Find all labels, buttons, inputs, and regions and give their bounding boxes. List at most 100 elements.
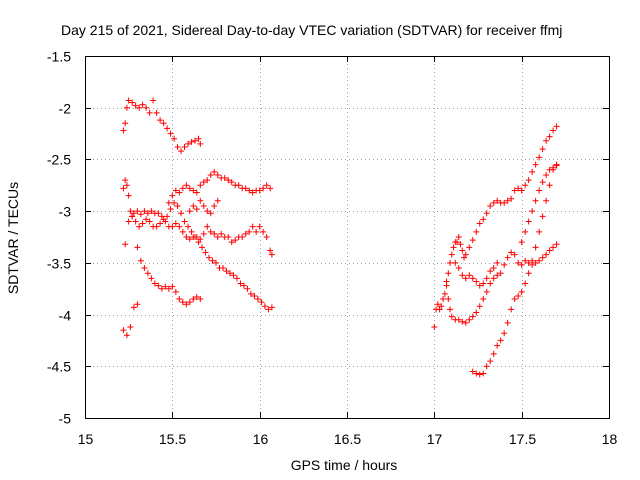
data-point — [445, 296, 452, 303]
data-point — [487, 202, 494, 209]
x-tick-label: 17 — [427, 431, 443, 447]
data-point — [480, 280, 487, 287]
data-point — [473, 370, 480, 377]
data-point — [139, 220, 146, 227]
data-point — [480, 296, 487, 303]
data-point — [258, 299, 265, 306]
data-point — [455, 234, 462, 240]
data-point — [183, 182, 190, 189]
y-tick-label: -4.5 — [47, 359, 71, 375]
data-point — [183, 234, 190, 240]
data-point — [129, 99, 136, 106]
data-point — [171, 135, 178, 142]
data-point — [172, 220, 179, 227]
data-point — [480, 370, 487, 377]
data-point — [185, 223, 192, 230]
data-point — [150, 97, 157, 104]
data-point — [200, 179, 207, 186]
data-point — [233, 275, 240, 282]
data-point — [263, 234, 270, 240]
data-point — [490, 275, 497, 282]
data-point — [443, 278, 450, 285]
data-point — [256, 187, 263, 194]
data-point — [518, 239, 525, 246]
data-point — [127, 323, 134, 330]
data-point — [214, 171, 221, 178]
data-point — [511, 187, 518, 194]
data-point — [543, 137, 550, 144]
data-point — [473, 278, 480, 285]
data-point — [169, 223, 176, 230]
data-point — [120, 185, 127, 192]
data-point — [459, 318, 466, 325]
grid — [85, 56, 609, 418]
data-point — [518, 261, 525, 268]
data-point — [144, 210, 151, 217]
data-point — [179, 185, 186, 192]
data-point — [197, 140, 204, 147]
data-point — [183, 301, 190, 308]
data-point — [169, 283, 176, 290]
data-point — [228, 239, 235, 246]
data-point — [169, 192, 176, 199]
data-point — [171, 199, 178, 206]
data-point — [546, 166, 553, 173]
data-point — [157, 117, 164, 124]
data-point — [459, 272, 466, 279]
data-point — [501, 199, 508, 206]
x-tick-label: 17.5 — [509, 431, 536, 447]
data-point — [469, 368, 476, 375]
data-point — [539, 179, 546, 186]
data-point — [511, 296, 518, 303]
data-point — [469, 237, 476, 244]
data-point — [211, 230, 218, 237]
data-point — [122, 241, 129, 248]
data-point — [190, 187, 197, 194]
data-point — [146, 109, 153, 116]
data-point — [546, 133, 553, 140]
data-point — [522, 257, 529, 264]
data-point — [522, 280, 529, 287]
data-point — [197, 296, 204, 303]
data-point — [141, 265, 148, 272]
data-point — [260, 185, 267, 192]
data-point — [515, 292, 522, 299]
data-point — [529, 257, 536, 264]
data-point — [539, 213, 546, 220]
data-point — [466, 272, 473, 279]
data-point — [240, 282, 247, 289]
data-point — [190, 296, 197, 303]
data-point — [246, 228, 253, 235]
data-point — [431, 323, 438, 330]
data-point — [490, 199, 497, 206]
data-point — [164, 125, 171, 132]
data-point — [508, 249, 515, 256]
data-point — [543, 197, 550, 204]
data-point — [462, 275, 469, 282]
data-point — [199, 244, 206, 251]
data-point — [155, 210, 162, 217]
data-point — [176, 223, 183, 230]
x-tick-label: 16.5 — [334, 431, 361, 447]
data-point — [483, 275, 490, 282]
data-point — [200, 230, 207, 237]
data-point — [553, 162, 560, 169]
data-point — [197, 197, 204, 204]
data-point — [501, 261, 508, 268]
data-point — [466, 316, 473, 323]
data-point — [130, 210, 137, 217]
x-tick-label: 16 — [253, 431, 269, 447]
data-point — [494, 272, 501, 279]
data-point — [553, 123, 560, 130]
y-tick-labels: -1.5 -2 -2.5 -3 -3.5 -4 -4.5 -5 — [47, 49, 71, 427]
data-point — [137, 211, 144, 218]
data-point — [167, 206, 174, 213]
data-point — [125, 218, 132, 225]
data-point — [213, 259, 219, 266]
data-point — [473, 309, 480, 316]
data-point — [188, 138, 195, 145]
data-point — [249, 223, 256, 230]
data-point — [466, 244, 473, 251]
data-point — [511, 251, 518, 258]
data-point — [494, 342, 501, 349]
